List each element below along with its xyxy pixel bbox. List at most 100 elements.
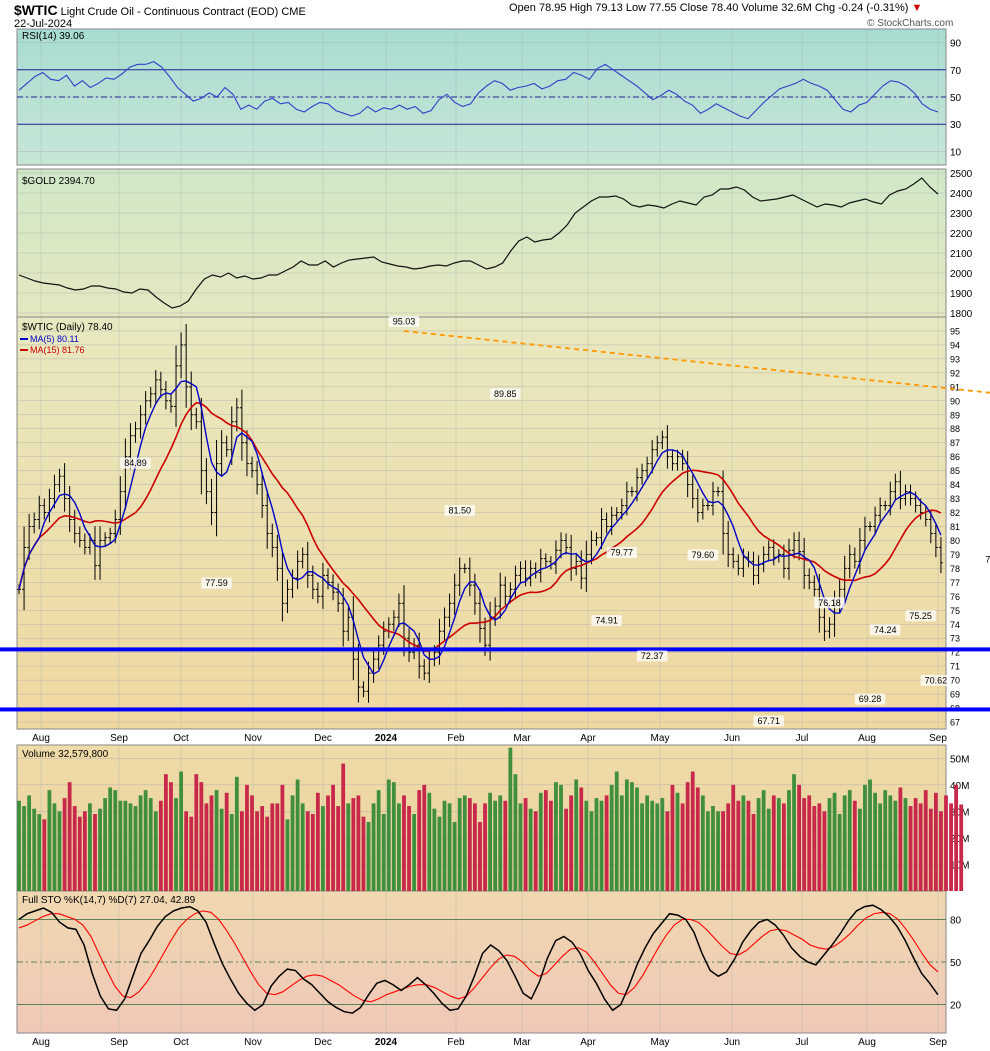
volume-bar <box>665 811 670 891</box>
volume-bar <box>832 792 837 891</box>
volume-bar <box>903 798 908 891</box>
volume-legend: Volume 32,579,800 <box>22 749 109 760</box>
price-annotation: 70.62 <box>925 675 948 685</box>
y-tick-label: 69 <box>950 690 960 700</box>
price-annotation: 67.71 <box>757 716 780 726</box>
y-tick-label: 73 <box>950 634 960 644</box>
volume-bar <box>690 771 695 891</box>
sto-d-line <box>18 910 939 1003</box>
exchange: CME <box>281 6 306 18</box>
volume-bar <box>280 784 285 891</box>
volume-bar <box>695 787 700 891</box>
volume-bar <box>391 782 396 891</box>
volume-bar <box>326 795 330 891</box>
volume-bar <box>852 800 857 891</box>
volume-bar <box>442 800 447 891</box>
volume-bar <box>564 808 568 891</box>
volume-bar <box>569 795 574 891</box>
volume-bar <box>179 771 183 891</box>
volume-bar <box>538 792 543 891</box>
x-tick-label: Aug <box>32 733 50 744</box>
volume-bar <box>62 798 67 891</box>
volume-bar <box>827 798 832 891</box>
volume-bar <box>138 795 143 891</box>
volume-bar <box>397 803 401 891</box>
volume-bar <box>275 803 280 891</box>
volume-bar <box>467 798 472 891</box>
volume-bar <box>508 747 513 891</box>
price-annotation: 79.60 <box>692 550 715 560</box>
volume-bar <box>787 790 791 891</box>
rsi-legend: RSI(14) 39.06 <box>22 31 85 42</box>
volume-bar <box>432 808 437 891</box>
volume-bar <box>300 803 305 891</box>
volume-bar <box>164 774 168 891</box>
price-annotation: 89.85 <box>494 389 517 399</box>
volume-bar <box>675 792 680 891</box>
volume-bar <box>153 811 158 891</box>
volume-bar <box>554 782 558 891</box>
volume-bar <box>351 798 356 891</box>
volume-bar <box>523 798 528 891</box>
x-tick-label: Apr <box>580 733 596 744</box>
volume-bar <box>574 779 579 891</box>
y-tick-label: 85 <box>950 466 960 476</box>
low-value: 77.55 <box>649 2 677 14</box>
volume-bar <box>503 800 508 891</box>
y-tick-label: 81 <box>950 522 960 532</box>
sto-legend: Full STO %K(14,7) %D(7) 27.04, 42.89 <box>22 895 196 906</box>
volume-bar <box>635 787 639 891</box>
volume-bar <box>939 811 943 891</box>
volume-bar <box>386 779 391 891</box>
price-annotation: 74.24 <box>874 625 897 635</box>
volume-bar <box>295 779 300 891</box>
volume-bar <box>533 811 538 891</box>
volume-bar <box>933 792 938 891</box>
x-tick-label: May <box>651 1037 670 1048</box>
x-tick-label: May <box>651 733 670 744</box>
y-tick-label: 1800 <box>950 309 973 320</box>
volume-bar <box>802 798 807 891</box>
y-tick-label: 2300 <box>950 209 973 220</box>
volume-bar <box>462 795 467 891</box>
gold-line <box>18 177 939 309</box>
volume-bar <box>77 816 82 891</box>
volume-bar <box>878 803 883 891</box>
volume-bar <box>543 790 548 891</box>
volume-bar <box>310 814 315 891</box>
x-tick-label: Sep <box>929 733 947 744</box>
volume-bars <box>17 747 964 891</box>
volume-bar <box>792 774 796 891</box>
volume-bar <box>584 800 589 891</box>
volume-bar <box>488 792 492 891</box>
credit: © StockCharts.com <box>867 18 954 29</box>
x-tick-label: Jun <box>724 733 740 744</box>
volume-bar <box>868 779 872 891</box>
y-tick-label: 72 <box>950 648 960 658</box>
volume-bar <box>407 806 411 891</box>
volume-bar <box>37 814 42 891</box>
y-tick-label: 2500 <box>950 169 973 180</box>
volume-bar <box>148 798 153 891</box>
volume-bar <box>245 784 249 891</box>
volume-bar <box>184 811 189 891</box>
price-annotation-bg <box>687 549 719 561</box>
volume-bar <box>721 811 726 891</box>
ma15-legend: MA(15) 81.76 <box>30 345 85 355</box>
volume-bar <box>513 774 518 891</box>
price-annotation: 81.50 <box>448 506 471 516</box>
volume-bar <box>782 803 786 891</box>
y-tick-label: 95 <box>950 326 960 336</box>
price-annotation: 77.59 <box>205 578 228 588</box>
y-tick-label: 50 <box>950 93 962 104</box>
volume-bar <box>599 800 604 891</box>
y-tick-label: 70 <box>950 66 962 77</box>
x-tick-label: Aug <box>858 1037 876 1048</box>
volume-value: 32.6M <box>781 2 812 14</box>
volume-bar <box>189 816 194 891</box>
volume-bar <box>113 790 118 891</box>
rsi-line <box>18 61 939 120</box>
volume-bar <box>640 803 644 891</box>
volume-bar <box>761 790 766 891</box>
volume-bar <box>954 784 959 891</box>
